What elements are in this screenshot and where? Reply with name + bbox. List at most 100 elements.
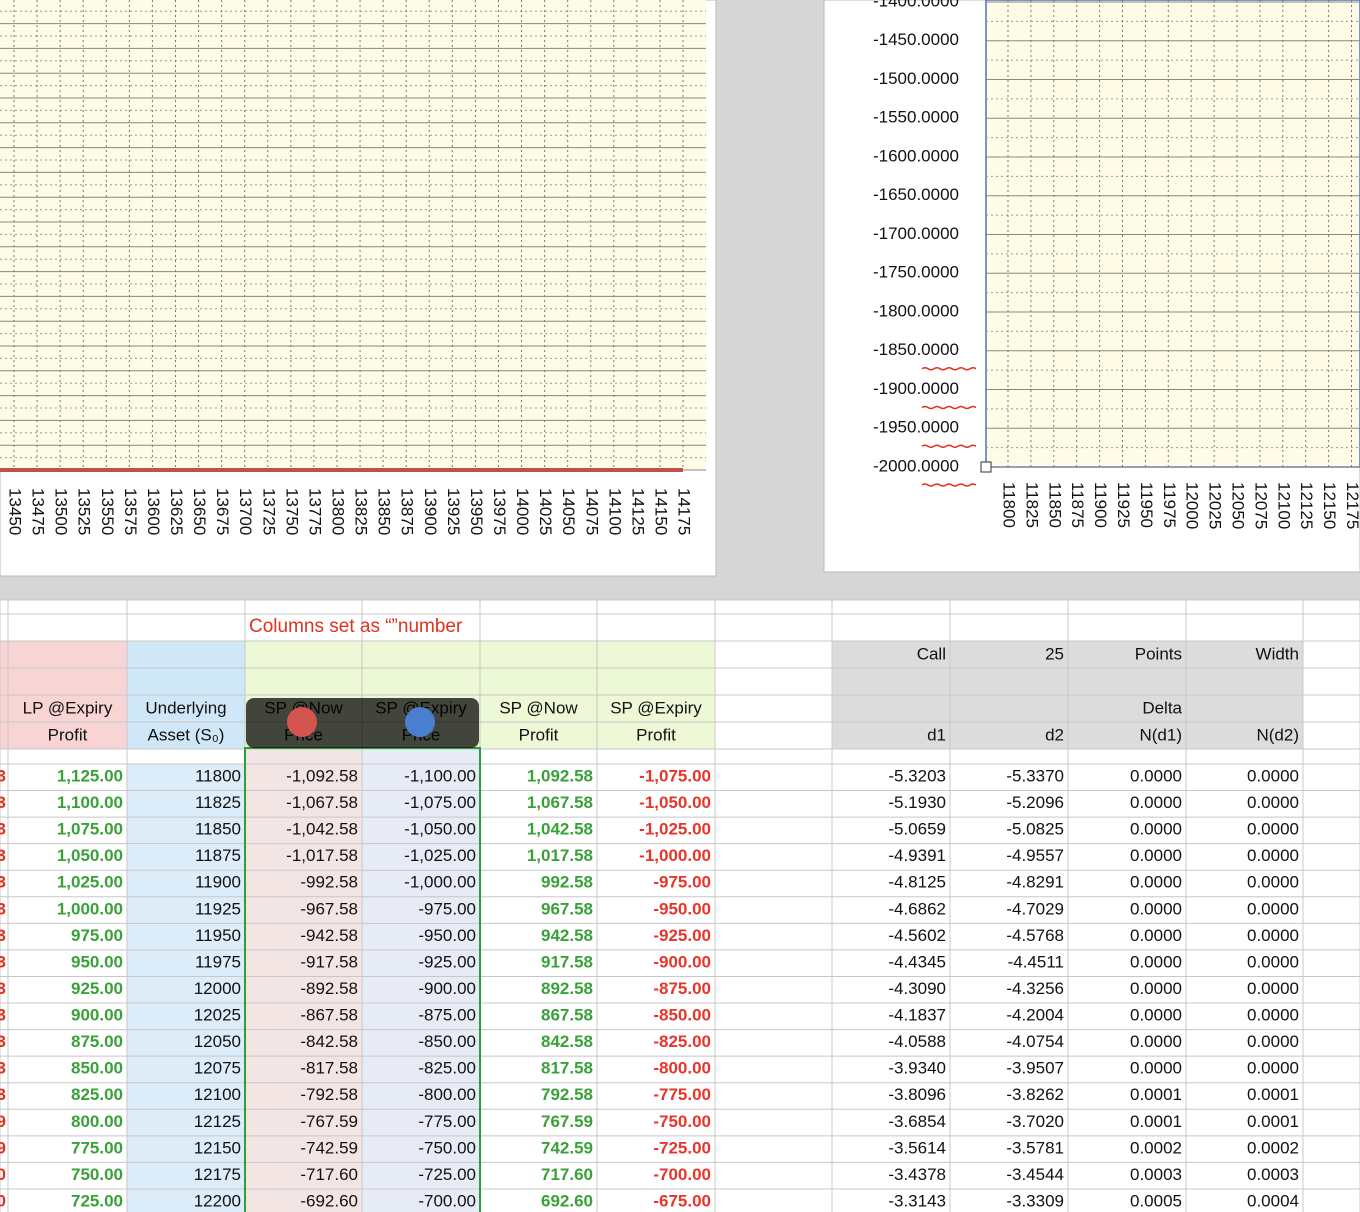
cell: 825.00 [71,1085,123,1104]
cell: 0.0000 [1247,926,1299,945]
cell: 3 [0,846,6,865]
cell: -1,042.58 [286,820,358,839]
cell: -4.3256 [1006,979,1064,998]
x-tick-label: 12100 [1274,482,1293,529]
y-tick-label: -1950.0000 [873,418,959,437]
cell: -750.00 [418,1138,476,1157]
cell: 767.59 [541,1112,593,1131]
cell: -3.3309 [1006,1191,1064,1210]
x-tick-label: 11850 [1045,482,1064,528]
cell: -992.58 [300,873,358,892]
cell: -1,000.00 [639,846,711,865]
cell: -867.58 [300,1006,358,1025]
cell: -3.8262 [1006,1085,1064,1104]
cell: -4.5768 [1006,926,1064,945]
cell: 12000 [194,979,241,998]
x-tick-label: 14075 [582,488,601,535]
blue-dot [405,707,435,737]
cell: -1,025.00 [404,846,476,865]
y-tick-label: -1500.0000 [873,69,959,88]
cell: 12050 [194,1032,241,1051]
cell: -825.00 [418,1059,476,1078]
cell: -875.00 [653,979,711,998]
x-tick-label: 14025 [536,488,555,535]
cell: -1,017.58 [286,846,358,865]
cell: 3 [0,899,6,918]
cell: 792.58 [541,1085,593,1104]
cell: -4.3090 [888,979,946,998]
spell-underline [921,483,977,487]
header: d1 [927,725,946,744]
cell: -4.9391 [888,846,946,865]
cell: 12075 [194,1059,241,1078]
y-tick-label: -1900.0000 [873,379,959,398]
cell: 3 [0,1006,6,1025]
cell: 3 [0,793,6,812]
x-tick-label: 14175 [675,488,694,535]
cell: 717.60 [541,1165,593,1184]
cell: -3.6854 [888,1112,946,1131]
header: Points [1135,644,1182,663]
cell: 800.00 [71,1112,123,1131]
cell: 12125 [194,1112,241,1131]
cell: 1,100.00 [57,793,123,812]
cell: -3.4544 [1006,1165,1064,1184]
cell: -4.0588 [888,1032,946,1051]
cell: -725.00 [418,1165,476,1184]
cell: 1,000.00 [57,899,123,918]
cell: 0.0000 [1130,766,1182,785]
cell: 11825 [195,793,241,812]
y-tick-label: -1600.0000 [873,146,959,165]
x-tick-label: 12000 [1183,482,1202,529]
cell: -4.9557 [1006,846,1064,865]
cell: 1,050.00 [57,846,123,865]
cell: -3.4378 [888,1165,946,1184]
header: Profit [519,725,559,744]
x-tick-label: 13800 [328,488,347,535]
cell: -717.60 [300,1165,358,1184]
x-tick-label: 14125 [628,488,647,535]
cell: 892.58 [541,979,593,998]
cell: 900.00 [71,1006,123,1025]
header: Width [1256,644,1299,663]
cell: 3 [0,1032,6,1051]
cell: -1,100.00 [404,766,476,785]
x-tick-label: 13925 [444,488,463,535]
cell: -817.58 [300,1059,358,1078]
cell: 1,025.00 [57,873,123,892]
cell: 0.0000 [1247,793,1299,812]
x-tick-label: 12175 [1343,482,1360,529]
cell: -725.00 [653,1138,711,1157]
x-tick-label: 13525 [75,488,94,535]
cell: -4.7029 [1006,899,1064,918]
cell: -975.00 [653,873,711,892]
cell: -3.5614 [888,1138,946,1157]
x-tick-label: 14050 [559,488,578,535]
cell: 0.0002 [1247,1138,1299,1157]
cell: 0.0000 [1247,846,1299,865]
cell: -1,067.58 [286,793,358,812]
cell: 3 [0,926,6,945]
cell: -3.3143 [888,1191,946,1210]
cell: 0.0000 [1130,1059,1182,1078]
x-tick-label: 13950 [467,488,486,535]
cell: -1,075.00 [404,793,476,812]
cell: 1,042.58 [527,820,593,839]
x-tick-label: 13600 [144,488,163,535]
x-tick-label: 11950 [1137,482,1156,528]
header: Profit [48,725,88,744]
cell: 0.0000 [1247,979,1299,998]
cell: -850.00 [653,1006,711,1025]
header: Delta [1142,698,1182,717]
cell: 0.0000 [1130,1006,1182,1025]
cell: -4.4345 [888,952,946,971]
x-tick-label: 12150 [1320,482,1339,529]
cell: 925.00 [71,979,123,998]
cell: -5.0825 [1006,820,1064,839]
y-tick-label: -1800.0000 [873,301,959,320]
x-tick-label: 14000 [513,488,532,535]
cell: 12175 [194,1165,241,1184]
x-tick-label: 13475 [29,488,48,535]
cell: -875.00 [418,1006,476,1025]
cell: 775.00 [71,1138,123,1157]
